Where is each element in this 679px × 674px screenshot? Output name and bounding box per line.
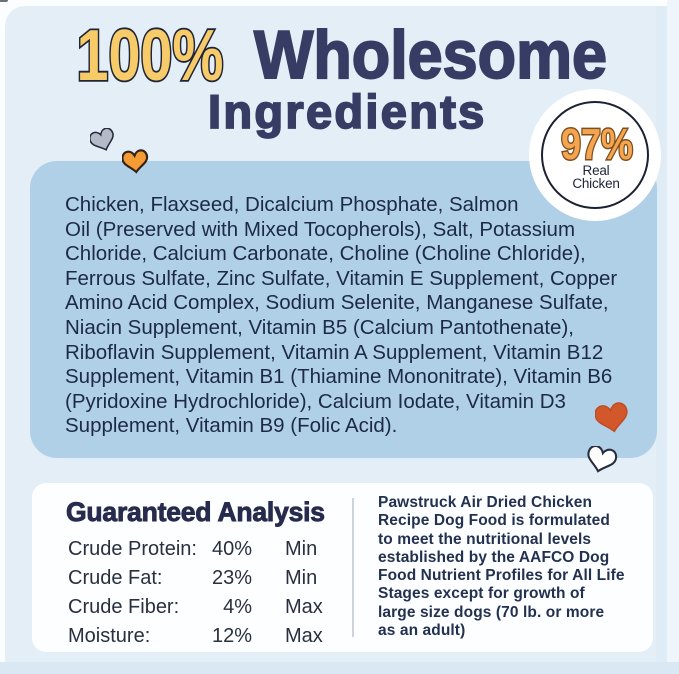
svg-text:97%: 97% <box>561 120 633 166</box>
svg-text:100%: 100% <box>77 18 224 94</box>
